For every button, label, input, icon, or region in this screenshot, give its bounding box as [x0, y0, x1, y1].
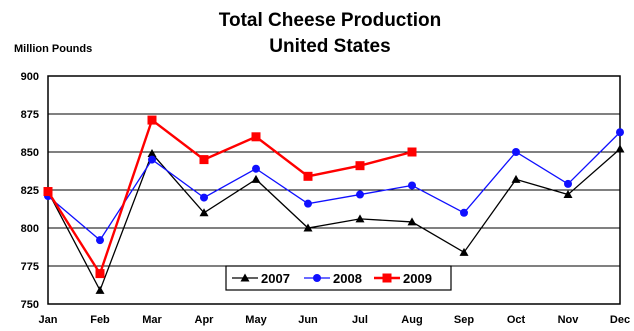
- y-tick-label: 900: [21, 71, 39, 83]
- x-tick-label: Oct: [507, 314, 526, 326]
- data-point-2007: [303, 223, 313, 232]
- series-2009: [43, 115, 417, 279]
- data-point-2008: [512, 148, 520, 156]
- data-point-2009: [303, 171, 313, 181]
- legend-marker-2007: [240, 273, 250, 282]
- data-point-2008: [408, 181, 416, 190]
- series-lines: [43, 115, 625, 294]
- data-point-2007: [147, 149, 157, 158]
- data-point-2009: [199, 155, 209, 165]
- y-tick-labels: 750 775 800 825 850 875 900: [21, 71, 39, 311]
- x-tick-label: Mar: [142, 314, 162, 326]
- x-tick-label: Dec: [610, 314, 630, 326]
- data-point-2008: [252, 164, 260, 173]
- y-tick-label: 825: [21, 185, 39, 197]
- legend-label-2007: 2007: [261, 271, 290, 286]
- data-point-2008: [460, 208, 468, 217]
- data-point-2008: [616, 128, 624, 137]
- data-point-2007: [563, 190, 573, 199]
- data-point-2007: [251, 174, 261, 183]
- x-tick-label: Apr: [195, 314, 215, 326]
- chart-title: Total Cheese Production: [219, 10, 441, 31]
- x-tick-label: Aug: [401, 314, 422, 326]
- data-point-2008: [356, 190, 364, 199]
- data-point-2007: [511, 174, 521, 183]
- legend-marker-2008: [313, 274, 321, 282]
- gridlines: [48, 113, 620, 267]
- y-tick-label: 850: [21, 147, 39, 159]
- data-point-2008: [200, 193, 208, 202]
- x-tick-label: Jul: [352, 314, 368, 326]
- x-tick-label: Sep: [454, 314, 474, 326]
- data-point-2008: [96, 236, 104, 245]
- data-point-2007: [95, 285, 105, 294]
- series-2008: [44, 128, 624, 245]
- y-tick-label: 800: [21, 223, 39, 235]
- data-point-2009: [147, 115, 157, 125]
- legend: 2007 2008 2009: [225, 265, 452, 291]
- legend-marker-2009: [382, 273, 392, 283]
- x-tick-label: Nov: [558, 314, 580, 326]
- x-tick-label: Jun: [298, 314, 318, 326]
- series-2007: [43, 144, 625, 294]
- x-tick-label: May: [245, 314, 267, 326]
- data-point-2007: [615, 144, 625, 153]
- series-line-2007: [47, 148, 621, 292]
- y-tick-label: 750: [21, 299, 39, 311]
- data-point-2007: [407, 217, 417, 226]
- data-point-2009: [355, 161, 365, 171]
- data-point-2007: [355, 214, 365, 223]
- data-point-2008: [564, 179, 572, 188]
- data-point-2009: [251, 132, 261, 142]
- y-tick-label: 875: [21, 109, 39, 121]
- y-tick-label: 775: [21, 261, 39, 273]
- legend-label-2009: 2009: [403, 271, 432, 286]
- data-point-2009: [95, 269, 105, 279]
- series-line-2009: [46, 118, 413, 277]
- x-tick-label: Jan: [39, 314, 58, 326]
- x-tick-labels: Jan Feb Mar Apr May Jun Jul Aug Sep Oct Nov Dec: [39, 314, 631, 326]
- data-point-2007: [199, 208, 209, 217]
- x-tick-label: Feb: [90, 314, 110, 326]
- chart-subtitle: United States: [269, 36, 390, 57]
- legend-box: [225, 265, 452, 291]
- data-point-2008: [148, 155, 156, 164]
- data-point-2008: [304, 199, 312, 208]
- data-point-2007: [459, 247, 469, 256]
- y-axis-label: Million Pounds: [14, 43, 92, 55]
- data-point-2009: [407, 147, 417, 157]
- data-point-2009: [43, 187, 53, 197]
- series-line-2008: [47, 131, 621, 242]
- legend-label-2008: 2008: [333, 271, 362, 286]
